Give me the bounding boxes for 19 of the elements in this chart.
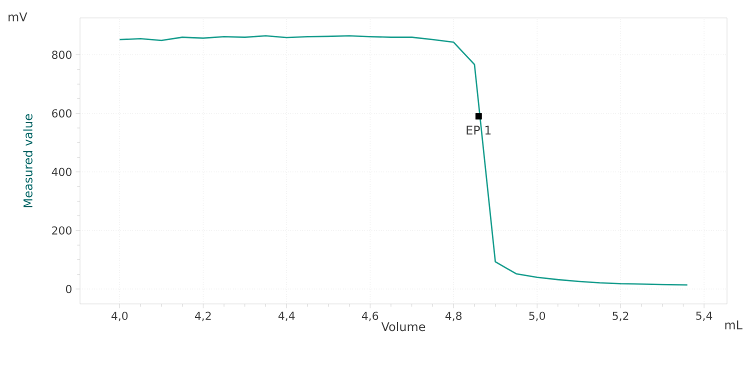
text: mV [8,12,28,22]
annotation: EP 1 [466,126,491,135]
line-series [118,35,688,286]
x-tick-label: 5,2 [612,312,628,322]
x-tick-label: 5,0 [529,312,546,322]
x-axis-title: Volume [381,322,426,332]
x-tick-label: 4,6 [362,312,378,322]
y-tick-label: 800 [52,50,72,59]
x-tick-label: 4,8 [445,312,462,322]
x-tick-label: 4,0 [111,312,128,322]
text: mL [725,320,742,330]
y-tick-label: 200 [52,226,72,235]
x-tick-label: 5,4 [696,312,712,321]
y-tick-label: 0 [66,284,72,294]
x-tick-label: 4,4 [278,312,295,321]
y-axis-title: Measured value [23,114,32,208]
y-tick-label: 400 [52,168,72,176]
y-tick-label: 600 [52,109,72,118]
x-tick-label: 4,2 [194,312,211,322]
